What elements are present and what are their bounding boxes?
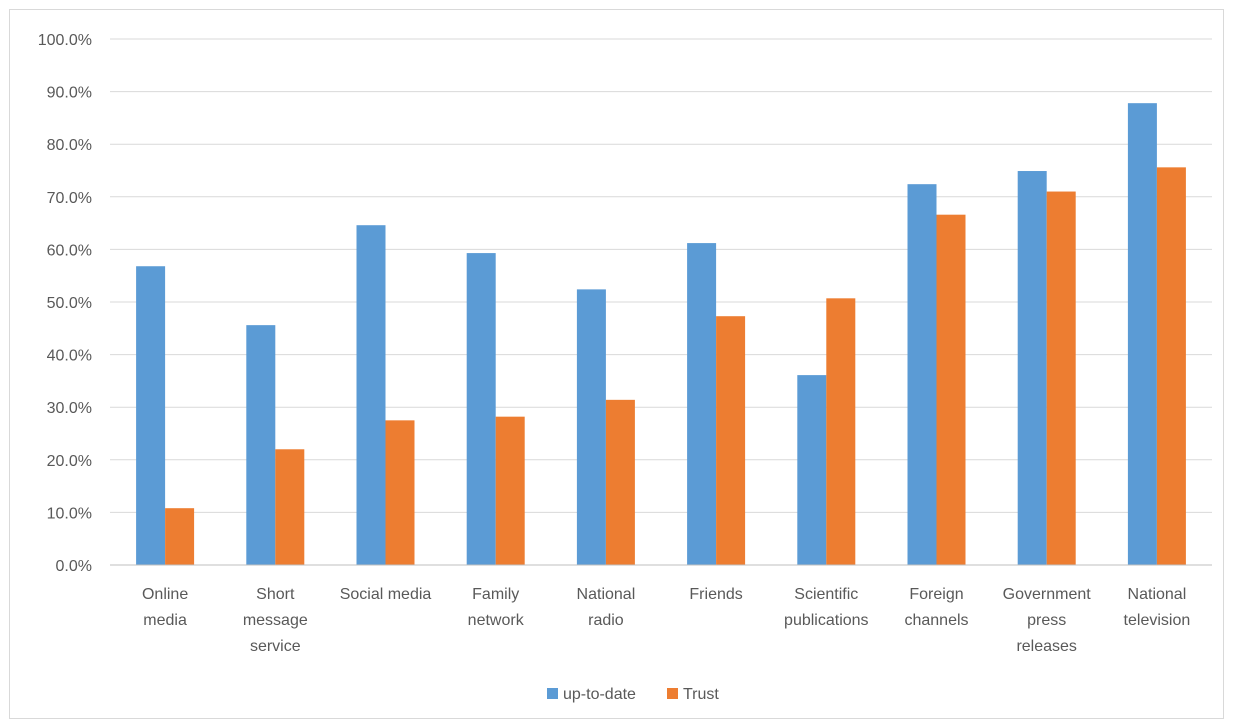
- y-tick-label: 80.0%: [47, 137, 92, 154]
- bar-Trust-8: [1046, 191, 1076, 566]
- x-tick-label: Friends: [689, 586, 742, 603]
- x-tick-label: Government: [1003, 586, 1092, 603]
- y-tick-label: 90.0%: [47, 85, 92, 102]
- y-tick-label: 70.0%: [47, 190, 92, 207]
- y-tick-label: 40.0%: [47, 348, 92, 365]
- bar-up-to-date-8: [1017, 171, 1047, 565]
- bar-up-to-date-4: [576, 289, 606, 565]
- bar-up-to-date-3: [466, 253, 496, 565]
- y-tick-label: 100.0%: [38, 32, 92, 49]
- x-tick-label: Online: [142, 586, 188, 603]
- bar-Trust-6: [826, 298, 856, 565]
- bar-up-to-date-6: [797, 375, 827, 565]
- bar-Trust-3: [495, 416, 525, 565]
- x-tick-label: publications: [784, 612, 869, 629]
- y-tick-label: 0.0%: [56, 558, 92, 575]
- x-tick-label: service: [250, 638, 301, 655]
- bar-Trust-0: [165, 508, 195, 565]
- x-tick-label: National: [1128, 586, 1187, 603]
- legend-swatch-1: [667, 688, 678, 699]
- bar-Trust-5: [716, 316, 746, 565]
- x-tick-label: Short: [256, 586, 295, 603]
- x-tick-label: network: [468, 612, 525, 629]
- bar-up-to-date-1: [246, 325, 276, 565]
- x-tick-label: radio: [588, 612, 624, 629]
- y-tick-label: 50.0%: [47, 295, 92, 312]
- bar-up-to-date-7: [907, 184, 937, 565]
- bar-Trust-4: [605, 399, 635, 565]
- x-tick-label: Scientific: [794, 586, 858, 603]
- bar-Trust-9: [1156, 167, 1186, 565]
- x-tick-label: Social media: [340, 586, 432, 603]
- chart-frame: [9, 9, 1224, 719]
- legend-label-0: up-to-date: [563, 686, 636, 703]
- bar-Trust-1: [275, 449, 305, 565]
- bar-up-to-date-2: [356, 225, 386, 566]
- bar-up-to-date-9: [1127, 103, 1157, 565]
- x-tick-label: National: [577, 586, 636, 603]
- x-tick-label: Foreign: [909, 586, 963, 603]
- y-tick-label: 20.0%: [47, 453, 92, 470]
- bar-up-to-date-5: [687, 243, 717, 565]
- y-tick-label: 30.0%: [47, 400, 92, 417]
- legend-swatch-0: [547, 688, 558, 699]
- y-tick-label: 10.0%: [47, 505, 92, 522]
- bar-Trust-7: [936, 214, 966, 565]
- x-tick-label: message: [243, 612, 308, 629]
- x-tick-label: media: [143, 612, 187, 629]
- x-tick-label: press: [1027, 612, 1066, 629]
- bar-Trust-2: [385, 420, 415, 565]
- x-tick-label: television: [1124, 612, 1191, 629]
- bar-up-to-date-0: [136, 266, 166, 565]
- x-tick-label: Family: [472, 586, 519, 603]
- legend-label-1: Trust: [683, 686, 719, 703]
- x-tick-label: channels: [904, 612, 968, 629]
- y-tick-label: 60.0%: [47, 242, 92, 259]
- x-tick-label: releases: [1016, 638, 1076, 655]
